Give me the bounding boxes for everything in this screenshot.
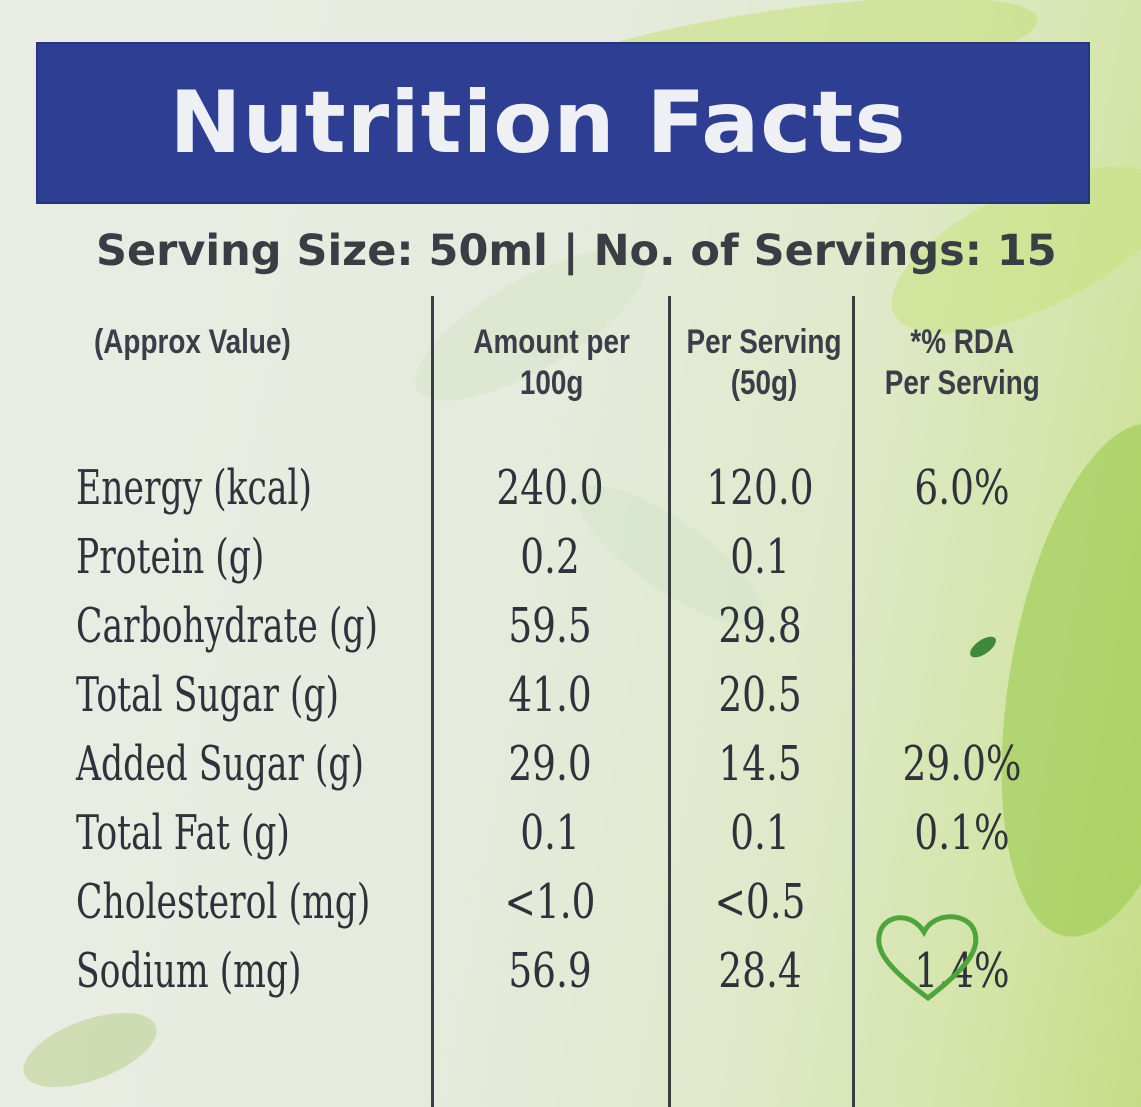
background-leaf [13, 997, 167, 1103]
value-per-serving: 29.8 [718, 598, 802, 654]
value-rda: 6.0% [914, 460, 1010, 516]
column-divider [431, 296, 434, 1107]
value-per-serving: 0.1 [730, 529, 790, 585]
header-line: (50g) [730, 363, 798, 402]
header-rda: *% RDA Per Serving [868, 322, 1057, 404]
serving-info: Serving Size: 50ml | No. of Servings: 15 [96, 226, 1057, 276]
leaf-icon [966, 632, 1000, 662]
value-per-100g: 0.2 [520, 529, 580, 585]
value-rda: 29.0% [902, 736, 1022, 792]
value-rda: 0.1% [914, 805, 1010, 861]
nutrient-label: Carbohydrate (g) [76, 598, 378, 654]
nutrient-label: Sodium (mg) [76, 943, 302, 999]
value-per-100g: 56.9 [508, 943, 592, 999]
value-per-100g: 29.0 [508, 736, 592, 792]
value-per-serving: 20.5 [718, 667, 802, 723]
header-approx-value: (Approx Value) [94, 323, 291, 361]
value-per-100g: 41.0 [508, 667, 592, 723]
nutrient-label: Energy (kcal) [76, 460, 313, 516]
header-per-serving: Per Serving (50g) [682, 322, 846, 404]
value-per-100g: <1.0 [504, 874, 596, 930]
value-per-serving: 0.1 [730, 805, 790, 861]
header-line: *% RDA [910, 323, 1015, 361]
header-line: Amount per [473, 323, 630, 361]
title-banner: Nutrition Facts [36, 42, 1090, 204]
value-per-serving: 28.4 [718, 943, 802, 999]
value-per-100g: 0.1 [520, 805, 580, 861]
page-title: Nutrition Facts [169, 73, 907, 173]
header-line: Per Serving [686, 323, 842, 361]
column-divider [668, 296, 671, 1107]
heart-icon [876, 914, 979, 1002]
column-divider [852, 296, 855, 1107]
value-per-serving: <0.5 [714, 874, 806, 930]
nutrient-label: Protein (g) [76, 529, 265, 585]
header-line: Per Serving [884, 363, 1040, 402]
nutrient-label: Total Sugar (g) [76, 667, 339, 723]
value-per-serving: 14.5 [718, 736, 802, 792]
header-amount-per-100g: Amount per 100g [445, 322, 658, 404]
value-per-100g: 240.0 [496, 460, 604, 516]
header-line: 100g [519, 363, 584, 402]
nutrient-label: Added Sugar (g) [76, 736, 365, 792]
value-per-100g: 59.5 [508, 598, 592, 654]
nutrient-label: Cholesterol (mg) [76, 874, 371, 930]
nutrient-label: Total Fat (g) [76, 805, 290, 861]
value-per-serving: 120.0 [706, 460, 814, 516]
